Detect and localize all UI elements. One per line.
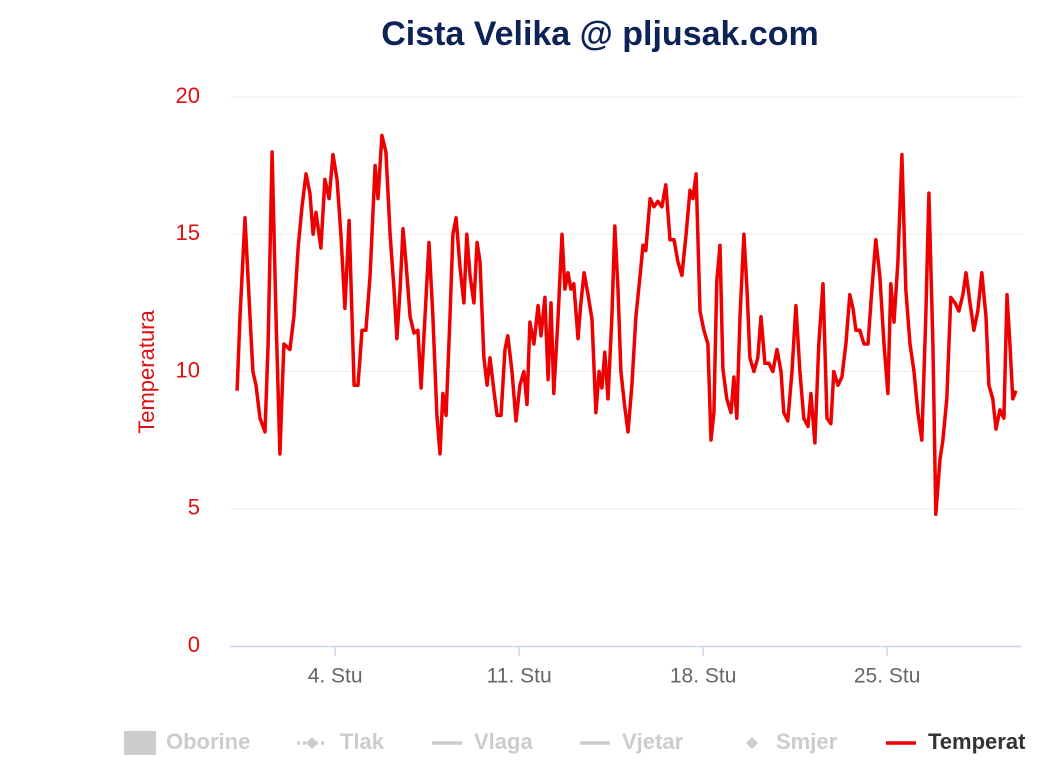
legend-label[interactable]: Vlaga — [474, 729, 533, 754]
y-axis-label: Temperatura — [134, 309, 159, 433]
y-tick-label: 10 — [176, 357, 200, 382]
legend-symbol — [124, 731, 156, 755]
chart-title: Cista Velika @ pljusak.com — [381, 15, 819, 53]
temperature-line — [235, 133, 1018, 516]
legend-label[interactable]: Smjer — [776, 729, 838, 754]
legend-symbol — [306, 737, 318, 749]
y-tick-label: 15 — [176, 220, 200, 245]
y-tick-label: 5 — [188, 495, 200, 520]
y-tick-label: 20 — [176, 83, 200, 108]
x-tick-label: 18. Stu — [670, 665, 737, 688]
legend-label[interactable]: Tlak — [340, 729, 385, 754]
x-tick-label: 4. Stu — [308, 665, 363, 688]
y-tick-label: 0 — [188, 632, 200, 657]
legend-symbol — [746, 737, 758, 749]
x-tick-label: 11. Stu — [487, 665, 552, 688]
legend-label[interactable]: Vjetar — [622, 729, 684, 754]
x-tick-label: 25. Stu — [854, 665, 921, 688]
legend-label[interactable]: Temperat — [928, 729, 1026, 754]
legend-label[interactable]: Oborine — [166, 729, 250, 754]
